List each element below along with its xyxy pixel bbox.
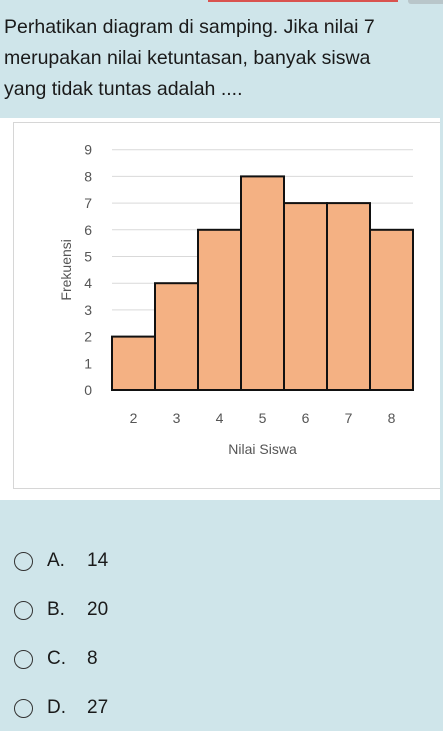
question-line-3: yang tidak tuntas adalah .... bbox=[4, 78, 243, 100]
histogram-bar bbox=[369, 228, 414, 391]
x-tick-label: 3 bbox=[173, 410, 181, 426]
radio-button[interactable] bbox=[14, 698, 33, 718]
histogram-chart: 0 1 2 3 4 5 6 7 8 9 2 3 4 5 6 7 8 Nilai Siswa Frekuensi bbox=[58, 142, 414, 457]
answer-option-b[interactable]: B. 20 bbox=[14, 597, 214, 623]
radio-button[interactable] bbox=[14, 551, 33, 571]
y-tick-label: 5 bbox=[84, 249, 92, 265]
option-value: 8 bbox=[87, 648, 98, 669]
y-tick-label: 2 bbox=[84, 329, 92, 345]
histogram-bar bbox=[197, 228, 242, 391]
option-value: 14 bbox=[87, 550, 109, 571]
histogram-bar bbox=[154, 282, 199, 391]
y-tick-label: 1 bbox=[84, 355, 92, 371]
question-line-2: merupakan nilai ketuntasan, banyak siswa bbox=[4, 47, 371, 69]
question-text: Perhatikan diagram di samping. Jika nila… bbox=[4, 12, 436, 105]
y-tick-label: 7 bbox=[84, 195, 92, 211]
chart-frame bbox=[13, 122, 440, 489]
y-tick-label: 6 bbox=[84, 222, 92, 238]
x-tick-label: 8 bbox=[388, 410, 396, 426]
option-letter: C. bbox=[47, 648, 66, 669]
x-tick-label: 7 bbox=[345, 410, 353, 426]
answer-option-d[interactable]: D. 27 bbox=[14, 695, 214, 721]
x-tick-label: 2 bbox=[130, 410, 138, 426]
histogram-bar bbox=[283, 202, 328, 391]
histogram-bar bbox=[240, 175, 285, 392]
y-tick-label: 3 bbox=[84, 302, 92, 318]
answer-option-a[interactable]: A. 14 bbox=[14, 548, 214, 574]
y-tick-label: 8 bbox=[84, 168, 92, 184]
x-tick-label: 4 bbox=[216, 410, 224, 426]
option-value: 20 bbox=[87, 599, 109, 620]
answer-option-c[interactable]: C. 8 bbox=[14, 646, 214, 672]
histogram-bar bbox=[326, 202, 371, 391]
x-tick-label: 5 bbox=[259, 410, 267, 426]
header-tab bbox=[408, 0, 443, 4]
y-tick-label: 9 bbox=[84, 142, 92, 158]
option-letter: B. bbox=[47, 599, 65, 620]
x-tick-label: 6 bbox=[302, 410, 310, 426]
x-axis-title: Nilai Siswa bbox=[228, 441, 297, 457]
top-strip bbox=[0, 0, 443, 4]
radio-button[interactable] bbox=[14, 600, 33, 620]
radio-button[interactable] bbox=[14, 649, 33, 669]
option-letter: D. bbox=[47, 697, 66, 718]
question-line-1: Perhatikan diagram di samping. Jika nila… bbox=[4, 16, 375, 38]
header-accent-line bbox=[208, 0, 398, 2]
option-letter: A. bbox=[47, 550, 65, 571]
histogram-bar bbox=[111, 335, 156, 392]
y-tick-label: 0 bbox=[84, 382, 92, 398]
option-value: 27 bbox=[87, 697, 109, 718]
y-axis-title: Frekuensi bbox=[58, 239, 74, 300]
y-tick-label: 4 bbox=[84, 275, 92, 291]
